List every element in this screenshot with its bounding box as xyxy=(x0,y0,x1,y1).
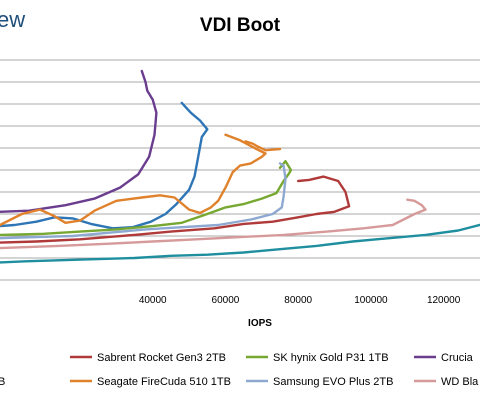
legend-label: Sabrent Rocket Gen3 2TB xyxy=(97,352,226,364)
legend-label: Pro 1TB xyxy=(0,376,5,388)
chart-title: VDI Boot xyxy=(200,15,281,36)
legend-item: Crucia xyxy=(414,352,474,364)
series-line-4 xyxy=(0,160,293,237)
legend-label: WD Bla xyxy=(441,376,479,388)
series-lines xyxy=(0,69,480,264)
legend-item: Samsung EVO Plus 2TB xyxy=(246,376,393,388)
legend-item: Seagate FireCuda 510 1TB xyxy=(70,376,231,388)
series-line-5 xyxy=(0,162,287,240)
gridlines xyxy=(0,59,480,281)
x-tick-labels: 40000 60000 80000 100000 120000 xyxy=(139,295,461,306)
legend-item: SK hynix Gold P31 1TB xyxy=(246,352,389,364)
brand-text: ew xyxy=(0,7,25,32)
x-tick-label: 40000 xyxy=(139,295,167,306)
series-line-8 xyxy=(0,223,480,264)
legend-item: WD Bla xyxy=(414,376,479,388)
legend-label: Crucia xyxy=(441,352,474,364)
x-tick-label: 120000 xyxy=(427,295,461,306)
x-axis-label: IOPS xyxy=(248,318,272,329)
legend-label: Samsung EVO Plus 2TB xyxy=(273,376,393,388)
series-line-7 xyxy=(0,198,427,250)
x-tick-label: 60000 xyxy=(212,295,240,306)
legend-item: Pro 1TB xyxy=(0,376,5,388)
series-line-2 xyxy=(0,133,267,227)
legend-item: Sabrent Rocket Gen3 2TB xyxy=(70,352,226,364)
x-tick-label: 100000 xyxy=(354,295,388,306)
legend-label: SK hynix Gold P31 1TB xyxy=(273,352,389,364)
series-line-6 xyxy=(0,175,351,244)
series-line-3 xyxy=(244,140,282,152)
series-line-0 xyxy=(0,69,158,213)
x-tick-label: 80000 xyxy=(284,295,312,306)
legend-label: Seagate FireCuda 510 1TB xyxy=(97,376,231,388)
